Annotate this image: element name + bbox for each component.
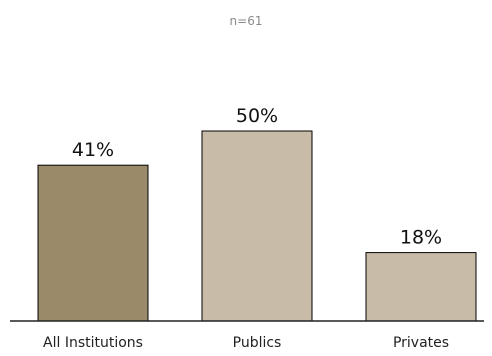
- data-label: 41%: [72, 139, 114, 161]
- data-label: 50%: [236, 105, 278, 127]
- sample-size-label: n=61: [229, 14, 263, 28]
- category-label: Publics: [233, 335, 282, 351]
- bar-publics: [201, 130, 313, 322]
- bar-privates: [365, 252, 477, 322]
- category-label: Privates: [393, 335, 449, 351]
- category-label: All Institutions: [43, 335, 143, 351]
- data-label: 18%: [400, 227, 442, 249]
- bar-all-institutions: [37, 164, 149, 322]
